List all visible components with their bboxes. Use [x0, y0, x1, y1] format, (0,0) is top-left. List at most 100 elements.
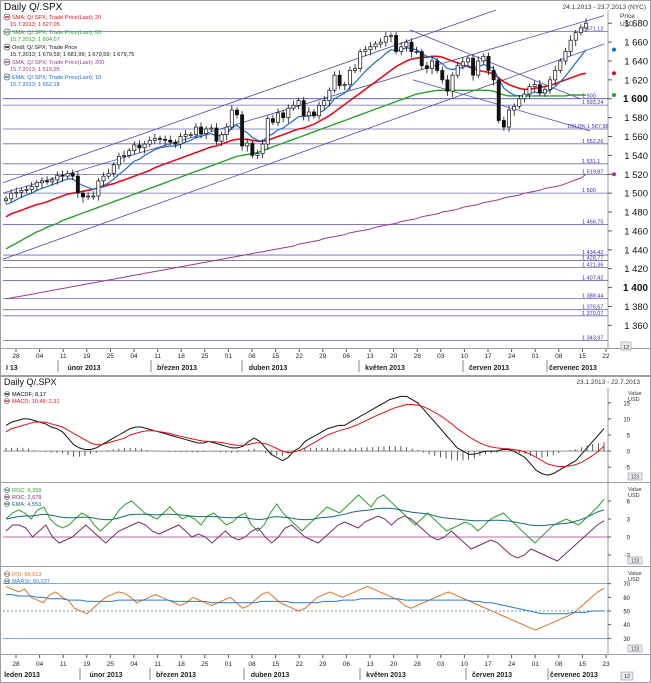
channel-upper-line	[2, 9, 497, 184]
candle-body	[440, 70, 445, 81]
x-month-label: březen 2013	[156, 672, 196, 679]
y-tick-label: 0	[627, 536, 631, 542]
legend-series-name: SMA; Q/.SPX; Trade Price(Last); 20	[12, 15, 101, 21]
corner-badge	[627, 472, 643, 481]
candle-body	[204, 128, 209, 135]
candle-body	[573, 32, 578, 41]
x-tick-label: 03	[437, 661, 445, 668]
legend-label: MACDF; 8,17	[12, 392, 46, 398]
price-level-label: 1 671,12	[582, 27, 603, 33]
candle-body	[507, 109, 511, 128]
legend-label: ROC; 6,259	[12, 488, 42, 494]
candle-body	[96, 180, 101, 197]
price-level-label: 1 531,1	[582, 159, 600, 165]
x-tick-label: 19	[83, 353, 91, 360]
price-level-label: 1 428,77	[582, 255, 603, 261]
candle-body	[122, 155, 127, 157]
candle-body	[158, 138, 162, 140]
legend-series-value: 15.7.2013; 1 679,59; 1 681,99; 1 679,59;…	[10, 52, 134, 58]
x-tick-label: 24	[508, 661, 516, 668]
bottom-date-range: 23.1.2013 - 22.7.2013	[576, 379, 640, 386]
axis-title: USD	[628, 577, 640, 583]
x-tick-label: 04	[36, 353, 44, 360]
candle-body	[132, 144, 137, 152]
candle-body	[517, 98, 522, 107]
candle-body	[347, 70, 352, 85]
candle-body	[363, 49, 368, 52]
x-tick-label: 29	[319, 353, 327, 360]
x-month-label: I 13	[6, 365, 18, 372]
candle-body	[532, 84, 537, 87]
legend-label: EMA; 4,553	[12, 502, 41, 508]
x-tick-label: 10	[461, 661, 469, 668]
x-tick-label: 06	[343, 353, 351, 360]
candle-body	[424, 65, 429, 69]
candle-body	[91, 195, 96, 198]
x-tick-label: 04	[130, 661, 138, 668]
y-tick-label: 30	[623, 637, 630, 643]
macd-series-line	[5, 404, 605, 467]
rsi-series-line	[5, 585, 605, 631]
price-level-label: 100,0% 1 567,98	[567, 124, 609, 130]
candle-body	[168, 139, 173, 143]
y-tick-label: 6	[627, 500, 631, 506]
candle-body	[250, 142, 255, 156]
channel-lower-line	[2, 43, 605, 260]
date-range: 24.1.2013 - 23.7.2013 (NYC)	[563, 4, 646, 11]
candle-body	[450, 74, 455, 92]
sma200-line	[5, 173, 587, 300]
candle-body	[65, 172, 70, 177]
candle-body	[491, 70, 496, 81]
rsi-series-line	[6, 594, 605, 615]
candle-body	[24, 189, 29, 191]
candle-body	[501, 120, 506, 128]
x-tick-label: 22	[296, 353, 304, 360]
y-tick-label: 1 520	[624, 170, 648, 181]
candle-body	[317, 105, 322, 117]
x-month-label: duben 2013	[251, 672, 290, 679]
candle-body	[235, 109, 239, 116]
candle-body	[265, 118, 270, 145]
chart-title: Daily Q/.SPX	[4, 2, 63, 13]
axis-value-marker	[612, 47, 616, 52]
x-tick-label: 11	[60, 353, 67, 360]
candle-body	[55, 174, 60, 181]
candle-body	[568, 39, 573, 52]
axis-title: Value	[628, 391, 642, 397]
x-tick-label: 08	[555, 661, 563, 668]
price-level-label: 1 376,57	[582, 305, 603, 311]
candle-body	[312, 111, 316, 117]
axis-title: USD	[628, 397, 640, 403]
legend-label: MACD; 10,48; 2,31	[12, 399, 60, 405]
x-tick-label: 08	[248, 353, 256, 360]
x-tick-label: 29	[319, 661, 327, 668]
candle-body	[9, 192, 14, 200]
candle-body	[542, 88, 547, 94]
candle-body	[29, 186, 34, 190]
legend-series-name: SMA; Q/.SPX; Trade Price(Last); 50	[12, 30, 101, 36]
y-tick-label: 1 540	[624, 151, 648, 162]
x-tick-label: 13	[366, 353, 374, 360]
candle-body	[86, 195, 91, 198]
y-tick-label: 1 420	[624, 264, 648, 275]
candle-body	[455, 65, 460, 76]
candle-body	[445, 79, 450, 92]
axis-title: Value	[628, 571, 642, 577]
axis-title: Value	[628, 487, 642, 493]
price-level-label: 1 343,97	[582, 335, 603, 341]
price-level-label: 1 600	[582, 94, 596, 100]
price-level-label: 1 519,87	[582, 169, 603, 175]
x-tick-label: 01	[225, 661, 233, 668]
x-tick-label: 15	[579, 661, 587, 668]
candle-body	[142, 143, 147, 149]
sma20-line	[5, 55, 587, 218]
candle-body	[327, 89, 332, 101]
price-level-label: 1 388,44	[582, 293, 603, 299]
candle-body	[173, 141, 178, 145]
x-month-label: červenec 2013	[550, 672, 598, 679]
candle-body	[373, 43, 378, 48]
candle-body	[116, 155, 121, 166]
candle-body	[19, 189, 24, 193]
candle-body	[522, 93, 527, 100]
